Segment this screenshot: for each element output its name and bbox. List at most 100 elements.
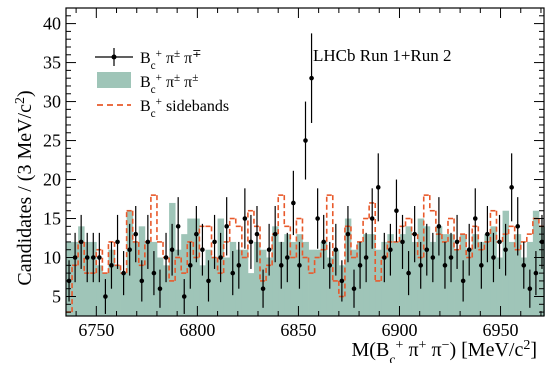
- data-point: [169, 247, 175, 253]
- same-sign-bar: [175, 249, 182, 316]
- same-sign-bar: [266, 257, 273, 316]
- data-point: [266, 247, 272, 253]
- data-point: [345, 231, 351, 237]
- data-point: [248, 239, 254, 245]
- data-point: [84, 255, 90, 260]
- data-point: [139, 278, 145, 284]
- same-sign-bar: [181, 234, 188, 316]
- same-sign-bar: [472, 234, 479, 316]
- same-sign-bar: [411, 241, 419, 316]
- same-sign-bar: [344, 218, 352, 316]
- data-point: [424, 247, 430, 253]
- data-point: [400, 239, 405, 245]
- data-point: [224, 224, 229, 229]
- y-tick-label: 20: [43, 170, 61, 190]
- data-point: [315, 216, 320, 221]
- same-sign-bar: [369, 234, 376, 316]
- same-sign-bar: [375, 249, 382, 316]
- data-point: [254, 231, 260, 237]
- y-tick-label: 40: [43, 14, 61, 34]
- data-point: [188, 263, 193, 268]
- x-axis-label: M(Bc+ π+ π−) [MeV/c2]: [352, 338, 537, 364]
- data-point: [357, 263, 363, 268]
- data-point: [260, 286, 266, 292]
- data-point: [133, 231, 139, 237]
- same-sign-bar: [496, 257, 503, 316]
- data-point: [212, 239, 217, 245]
- same-sign-bar: [241, 249, 249, 316]
- data-point: [333, 247, 339, 253]
- same-sign-bar: [484, 234, 491, 316]
- data-point: [394, 208, 399, 214]
- same-sign-bar: [302, 241, 309, 316]
- same-sign-bar: [508, 241, 516, 316]
- data-point: [303, 138, 308, 143]
- data-point: [97, 255, 102, 260]
- data-point: [515, 224, 521, 229]
- x-tick-label: 6900: [381, 320, 417, 340]
- data-point: [485, 231, 490, 237]
- same-sign-bar: [320, 241, 328, 316]
- data-point: [163, 255, 169, 260]
- same-sign-bar: [223, 257, 231, 316]
- data-point: [351, 286, 357, 292]
- data-point: [291, 200, 296, 206]
- same-sign-bar: [199, 265, 206, 316]
- data-point: [375, 185, 381, 190]
- same-sign-bar: [163, 265, 170, 316]
- data-point: [466, 247, 472, 253]
- data-point: [90, 255, 96, 260]
- data-point: [406, 270, 411, 276]
- data-point: [388, 247, 393, 253]
- data-point: [327, 263, 333, 268]
- same-sign-bar: [308, 249, 315, 316]
- x-tick-label: 6950: [483, 320, 519, 340]
- legend-label: Bc+ π± π∓: [140, 48, 202, 72]
- data-point: [442, 263, 448, 268]
- same-sign-bar: [514, 234, 522, 316]
- y-axis-label: Candidates / (3 MeV/c2): [13, 90, 37, 285]
- same-sign-bar: [399, 234, 406, 316]
- data-point: [145, 239, 151, 245]
- data-point: [151, 270, 157, 276]
- same-sign-bar: [132, 241, 140, 316]
- data-point: [321, 239, 326, 245]
- data-point: [278, 263, 284, 268]
- data-point: [157, 286, 163, 292]
- data-point: [472, 216, 478, 221]
- data-point: [194, 231, 199, 237]
- data-point: [503, 247, 508, 253]
- same-sign-bar: [454, 249, 461, 316]
- data-point: [230, 270, 236, 276]
- data-point: [200, 247, 205, 253]
- data-point: [436, 224, 442, 229]
- y-tick-label: 35: [43, 53, 61, 73]
- data-point: [272, 231, 278, 237]
- data-point: [418, 263, 424, 268]
- y-tick-label: 10: [43, 248, 61, 268]
- same-sign-bar: [332, 249, 340, 316]
- data-point: [127, 247, 132, 253]
- data-point: [339, 278, 345, 284]
- same-sign-bar: [272, 226, 279, 316]
- data-point: [115, 239, 120, 245]
- data-point: [527, 286, 533, 292]
- same-sign-bar: [538, 226, 545, 316]
- data-point: [236, 263, 242, 268]
- data-point: [297, 263, 302, 268]
- same-sign-bar: [78, 226, 85, 316]
- data-point: [218, 255, 223, 260]
- data-point: [509, 185, 514, 190]
- same-sign-bar: [435, 226, 443, 316]
- plot-frame: [65, 7, 545, 317]
- same-sign-bar: [193, 218, 200, 316]
- y-tick-label: 25: [43, 131, 61, 151]
- data-point: [479, 263, 484, 268]
- same-sign-bar: [393, 241, 400, 316]
- data-point: [448, 255, 454, 260]
- data-point: [175, 224, 181, 229]
- data-point: [309, 75, 314, 81]
- same-sign-bar: [96, 265, 103, 316]
- data-point: [242, 216, 248, 221]
